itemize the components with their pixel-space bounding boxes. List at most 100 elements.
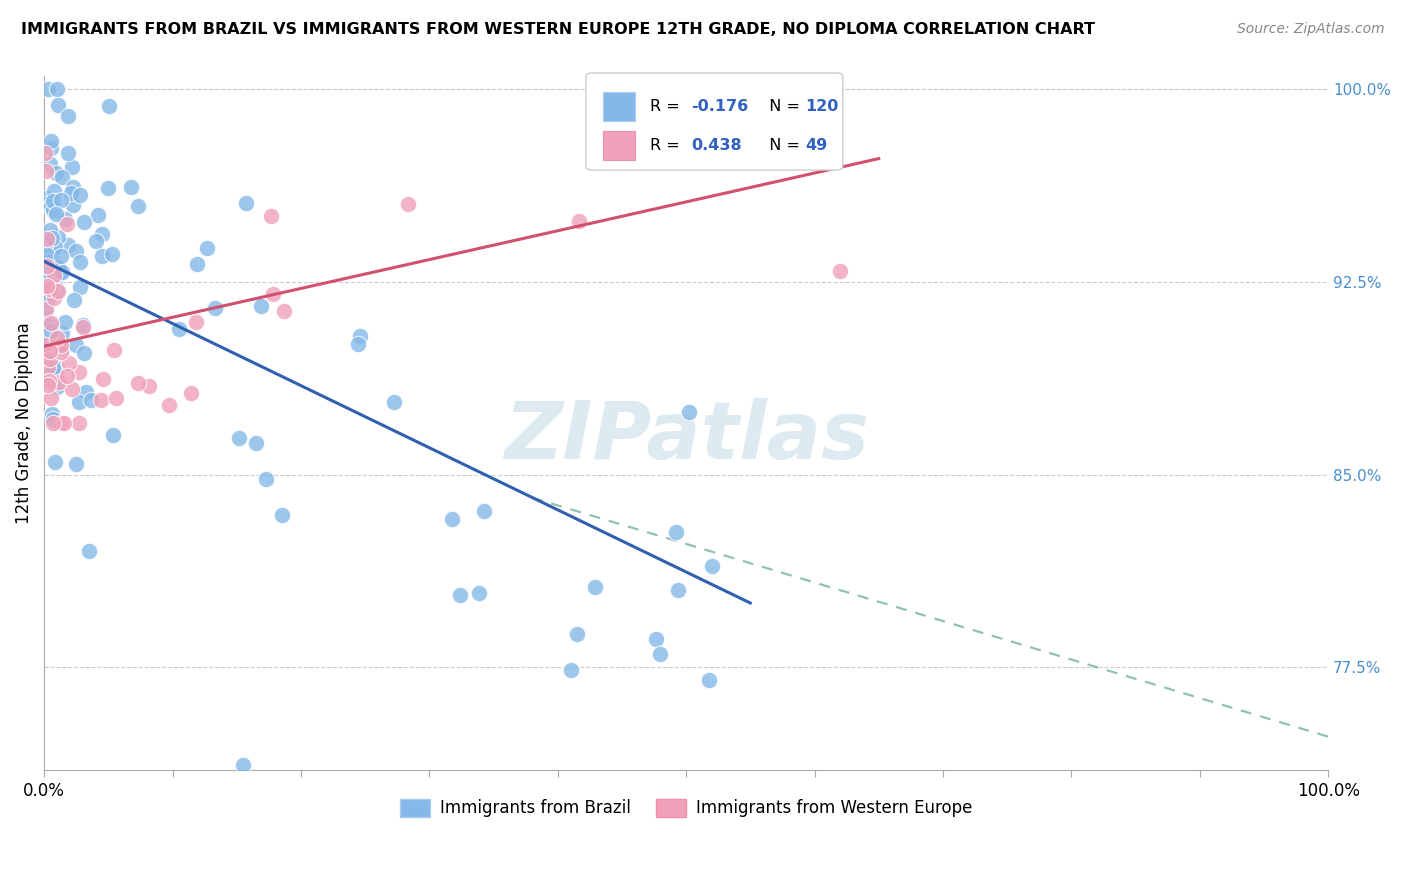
Text: 0.438: 0.438 (692, 137, 742, 153)
Point (90, 249, 112, 263)
Point (44, 239, 66, 253)
Point (42, 282, 65, 296)
Point (39, 134, 62, 148)
Text: Source: ZipAtlas.com: Source: ZipAtlas.com (1237, 22, 1385, 37)
Legend: Immigrants from Brazil, Immigrants from Western Europe: Immigrants from Brazil, Immigrants from … (394, 792, 979, 824)
Point (56, 237, 79, 252)
Point (56, 368, 79, 383)
Point (120, 179, 142, 194)
Point (34, 197, 56, 211)
Point (38, 282, 60, 296)
Point (440, 512, 463, 526)
Point (62, 179, 84, 194)
Point (34, 267, 56, 281)
Point (48, 340, 70, 354)
Point (101, 247, 124, 261)
Point (38, 374, 60, 388)
Point (197, 241, 219, 255)
Point (41, 407, 63, 421)
Point (45, 166, 67, 180)
Point (42, 203, 65, 218)
Point (103, 343, 125, 357)
Point (65, 457, 87, 471)
Text: IMMIGRANTS FROM BRAZIL VS IMMIGRANTS FROM WESTERN EUROPE 12TH GRADE, NO DIPLOMA : IMMIGRANTS FROM BRAZIL VS IMMIGRANTS FRO… (21, 22, 1095, 37)
Point (44, 184, 66, 198)
Point (138, 379, 160, 393)
Point (45, 380, 67, 394)
Point (34, 350, 56, 364)
Point (46, 360, 69, 375)
Point (186, 257, 208, 271)
Point (830, 264, 852, 278)
Y-axis label: 12th Grade, No Diploma: 12th Grade, No Diploma (15, 322, 32, 524)
Point (58, 356, 80, 370)
Point (449, 588, 471, 602)
Point (42, 416, 65, 430)
Point (41, 361, 63, 376)
Point (69, 395, 91, 409)
Point (184, 315, 207, 329)
Point (34, 284, 56, 298)
Point (46, 260, 69, 274)
Point (39, 316, 62, 330)
Point (51, 193, 73, 207)
Point (37, 231, 59, 245)
Point (37, 259, 59, 273)
Point (254, 472, 277, 486)
Point (65, 338, 87, 352)
Point (666, 582, 689, 597)
Point (41, 141, 63, 155)
Point (87, 208, 110, 222)
Point (101, 428, 124, 442)
Point (35, 301, 58, 316)
Point (41, 252, 63, 267)
Point (39, 319, 62, 334)
Point (127, 376, 149, 390)
Point (645, 632, 668, 646)
Point (77, 544, 100, 558)
Point (472, 504, 495, 518)
Point (97, 181, 120, 195)
Point (69, 188, 91, 202)
Point (35, 191, 58, 205)
Point (42, 241, 65, 255)
Point (396, 197, 419, 211)
Point (80, 393, 103, 408)
Point (167, 321, 190, 335)
Point (44, 273, 66, 287)
Point (180, 385, 202, 400)
FancyBboxPatch shape (586, 73, 842, 170)
Point (98, 99, 121, 113)
Point (60, 160, 83, 174)
Point (52, 416, 75, 430)
Point (349, 328, 371, 343)
Point (697, 673, 720, 687)
Point (49, 416, 72, 430)
Point (34, 146, 56, 161)
Point (260, 209, 283, 223)
Text: R =: R = (650, 99, 685, 114)
Point (34, 275, 56, 289)
Point (46, 98, 69, 112)
Point (250, 299, 273, 313)
Point (37, 336, 59, 351)
Point (204, 301, 226, 315)
Point (39, 352, 62, 367)
Point (235, 196, 257, 211)
Point (73, 215, 96, 229)
Point (84, 234, 107, 248)
Point (72, 319, 94, 334)
Point (273, 303, 295, 318)
Point (53, 315, 76, 329)
Point (45, 82, 67, 96)
Point (48, 376, 70, 390)
Point (51, 265, 73, 279)
Point (56, 145, 79, 160)
Point (41, 359, 63, 373)
Point (91, 227, 114, 241)
Point (38, 222, 60, 236)
Point (37, 293, 59, 308)
Point (39, 391, 62, 405)
Point (51, 169, 73, 184)
Point (73, 346, 96, 360)
